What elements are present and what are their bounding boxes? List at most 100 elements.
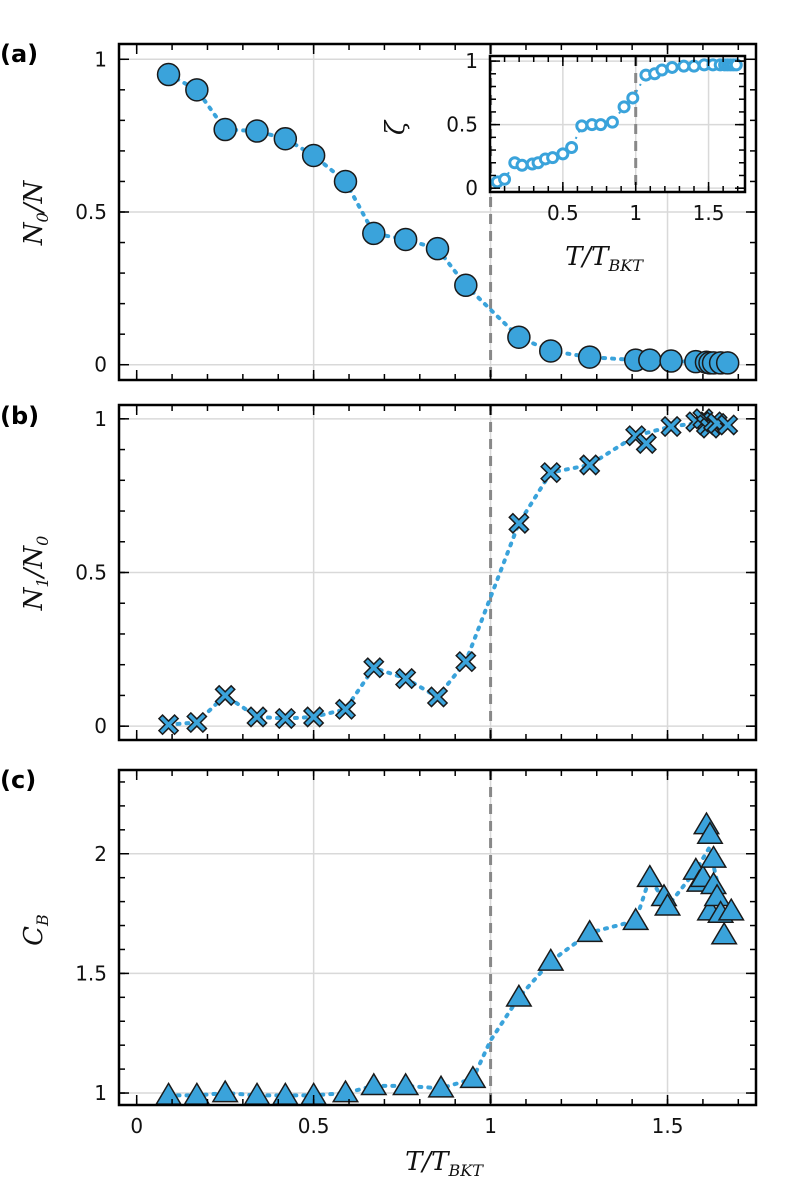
panel-b-point	[157, 713, 180, 736]
panel-c-xtick-label: 0.5	[298, 1114, 330, 1138]
panel-c-label: (c)	[0, 766, 36, 794]
panel-a-ytick-label: 1	[94, 47, 107, 71]
panel-b-ylabel: N1/N0	[19, 536, 52, 612]
panel-c-trend-line	[166, 840, 723, 1098]
panel-a-point	[577, 345, 602, 369]
panel-b-point	[508, 512, 530, 534]
panel-a-point	[213, 117, 237, 142]
panel-a-ytick-label: 0	[94, 353, 107, 377]
panel-a-point	[185, 78, 209, 102]
panel-b-point	[186, 711, 208, 734]
inset-point	[729, 58, 743, 72]
inset-point	[498, 172, 512, 186]
panel-c-point	[360, 1072, 388, 1096]
inset-xtick-label: 0.5	[547, 201, 579, 225]
inset-ytick-label: 0.5	[446, 113, 478, 137]
panel-b-point	[717, 414, 739, 436]
panel-b-point	[635, 432, 657, 455]
panel-b-point	[334, 698, 357, 720]
panel-a-point	[715, 351, 740, 375]
panel-a-point	[454, 273, 478, 298]
frames-layer	[117, 42, 758, 1107]
inset-xlabel: T/TBKT	[565, 242, 644, 275]
inset-ytick-label: 1	[465, 49, 478, 73]
panel-c-xtick-label: 1.5	[652, 1114, 684, 1138]
panel-c-point	[427, 1074, 455, 1098]
panel-a-point	[538, 339, 563, 363]
panel-b-label: (b)	[0, 402, 39, 430]
panel-c-point	[710, 921, 738, 945]
inset-point	[565, 141, 579, 155]
panel-b-point	[660, 415, 682, 438]
panel-b-point	[540, 461, 562, 484]
panel-c-point	[696, 821, 724, 844]
panel-a-point	[301, 143, 326, 168]
panel-c-point	[505, 983, 533, 1007]
panel-c-point	[636, 864, 664, 888]
panel-c-point	[576, 919, 604, 943]
panel-c-xtick-label: 1	[484, 1114, 497, 1138]
inset-point	[556, 147, 570, 161]
panel-c-point	[622, 907, 650, 931]
panel-c-point	[211, 1079, 239, 1103]
panel-b-point	[426, 686, 449, 708]
panel-c-ytick-label: 1.5	[75, 961, 107, 985]
panel-b-point	[302, 706, 325, 728]
panel-b-point	[455, 650, 477, 673]
panel-c-xlabel: T/TBKT	[405, 1147, 484, 1180]
panel-a-point	[362, 221, 386, 246]
panel-a-label: (a)	[0, 40, 38, 68]
panel-b-point	[394, 667, 417, 690]
panel-c-point	[653, 892, 682, 916]
panel-a-point	[156, 62, 181, 87]
panel-c-xtick-label: 0	[130, 1114, 143, 1138]
panel-a-ytick-label: 0.5	[75, 200, 107, 224]
inset-point	[605, 115, 619, 129]
inset-point	[515, 158, 529, 172]
panel-c-frame	[117, 768, 758, 1107]
panel-a-point	[425, 236, 450, 261]
panel-c-point	[459, 1065, 487, 1089]
panel-b-ytick-label: 1	[94, 407, 107, 431]
inset-xtick-label: 1.5	[693, 201, 725, 225]
data-layer	[154, 58, 745, 1105]
inset-point	[655, 63, 669, 77]
panel-c-point	[717, 897, 745, 921]
panel-b-point	[274, 707, 296, 730]
panel-a-point	[273, 126, 298, 151]
panel-a-point	[245, 119, 269, 143]
panel-a-ylabel: N0/N	[19, 180, 52, 247]
grid-layer	[119, 44, 756, 1105]
inset-point	[617, 100, 631, 114]
panel-a-point	[507, 325, 531, 349]
inset-xtick-label: 1	[629, 201, 642, 225]
panel-c-point	[331, 1079, 360, 1103]
panel-c-ytick-label: 1	[94, 1081, 107, 1105]
panel-b-point	[363, 657, 385, 679]
inset-point	[687, 59, 701, 73]
panel-a-point	[638, 348, 662, 372]
panel-a-point	[333, 169, 358, 194]
panel-c-ytick-label: 2	[94, 842, 107, 866]
inset-point	[594, 118, 608, 132]
inset-ylabel: ζ	[381, 119, 411, 135]
panel-a-point	[659, 349, 683, 373]
panel-b-ytick-label: 0	[94, 714, 107, 738]
panel-b-ytick-label: 0.5	[75, 561, 107, 585]
inset-point	[665, 60, 679, 74]
inset-ytick-label: 0	[465, 176, 478, 200]
panel-a-point	[393, 227, 418, 252]
inset-point	[575, 119, 589, 133]
inset-point	[626, 91, 640, 105]
inset-point	[546, 151, 560, 165]
panel-b-point	[246, 706, 268, 728]
panel-c-point	[699, 845, 728, 868]
panel-b-point	[579, 454, 601, 476]
inset-point	[677, 59, 691, 73]
panel-c-point	[392, 1072, 420, 1096]
panel-b-point	[214, 684, 236, 707]
panel-c-ylabel: CB	[19, 914, 52, 946]
panel-c-point	[537, 947, 565, 971]
